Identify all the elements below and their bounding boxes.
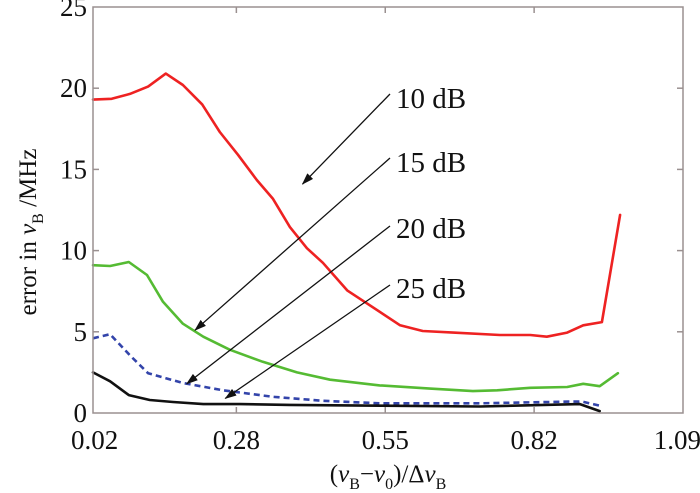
annotation-label: 20 dB xyxy=(396,213,466,245)
y-tick-label: 25 xyxy=(60,0,87,22)
y-tick-label: 15 xyxy=(60,154,87,184)
x-label-var3: ν xyxy=(424,461,436,488)
annotation-label: 10 dB xyxy=(396,83,466,115)
y-tick-label: 20 xyxy=(60,73,87,103)
y-tick-label: 5 xyxy=(74,317,88,347)
x-label-prefix: ( xyxy=(330,461,338,488)
x-tick-label: 0.55 xyxy=(362,425,409,455)
annotation-label: 15 dB xyxy=(396,147,466,179)
plot-frame xyxy=(92,6,684,414)
series-line-20-db xyxy=(92,332,600,407)
annotation-arrow xyxy=(194,157,391,331)
x-label-var1: ν xyxy=(338,461,350,488)
x-label-sub3: B xyxy=(436,476,447,493)
x-tick-label: 1.09 xyxy=(654,425,700,455)
series-line-10-db xyxy=(91,72,622,339)
annotation-arrow xyxy=(224,284,391,399)
x-axis-label: (νB−ν0)/ΔνB xyxy=(330,461,446,493)
series-line-25-db xyxy=(91,371,602,413)
x-tick-label: 0.02 xyxy=(71,425,118,455)
annotation-arrow xyxy=(301,93,391,185)
tick-layer: 0.02 0.28 0.55 0.82 1.09 0 5 10 15 20 25 xyxy=(60,0,700,455)
x-tick-label: 0.82 xyxy=(510,425,557,455)
annotation-arrow xyxy=(185,225,391,385)
x-label-sub2: 0 xyxy=(385,476,393,493)
y-axis-label: error in νB /MHz xyxy=(15,149,47,316)
y-tick-label: 0 xyxy=(74,398,88,428)
series-line-15-db xyxy=(91,260,620,393)
y-label-prefix: error in xyxy=(15,235,42,316)
series-layer xyxy=(91,72,622,413)
y-label-suffix: /MHz xyxy=(15,149,42,214)
annotation-layer: 10 dB 15 dB 20 dB 25 dB xyxy=(185,83,466,399)
y-label-var: ν xyxy=(15,223,42,235)
y-label-sub: B xyxy=(30,213,47,224)
x-label-sub1: B xyxy=(349,476,360,493)
annotation-label: 25 dB xyxy=(396,273,466,305)
x-label-suffix: )/Δ xyxy=(393,461,424,488)
x-tick-label: 0.28 xyxy=(213,425,260,455)
y-tick-label: 10 xyxy=(60,236,87,266)
x-label-var2: ν xyxy=(374,461,386,488)
x-label-minus: − xyxy=(360,461,374,488)
